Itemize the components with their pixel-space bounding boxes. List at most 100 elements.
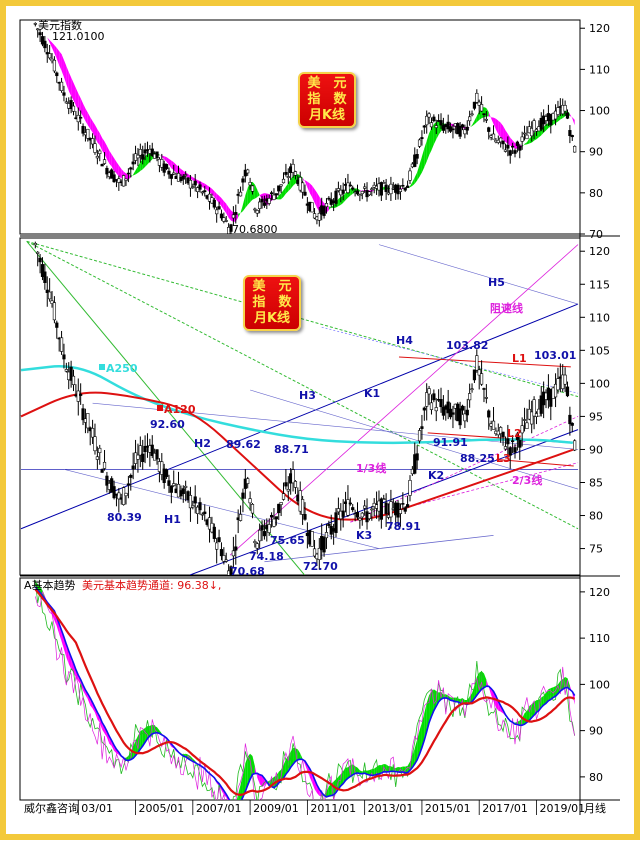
candle-body: [461, 125, 464, 128]
candle-body: [301, 499, 304, 514]
y-tick-label: 120: [589, 586, 610, 599]
candle-body: [34, 243, 37, 244]
candle-body: [251, 186, 254, 191]
candle-body: [471, 389, 474, 390]
candle-body: [242, 493, 245, 498]
candle-body: [459, 126, 462, 136]
candle-body: [194, 181, 197, 185]
candle-body: [65, 369, 68, 371]
candle-body: [399, 189, 402, 192]
candle-body: [433, 394, 436, 400]
candle-body: [213, 200, 216, 207]
candle-body: [487, 128, 490, 132]
candle-body: [466, 127, 469, 130]
candle-body: [511, 146, 514, 147]
y-tick-label: 100: [589, 678, 610, 691]
y-tick-label: 105: [589, 344, 610, 357]
candle-body: [280, 502, 283, 504]
candle-body: [311, 531, 314, 546]
candle-body: [263, 203, 266, 206]
annot-h2: H2: [194, 437, 211, 450]
candle-body: [423, 408, 426, 410]
candle-body: [492, 421, 495, 429]
candle-body: [261, 526, 264, 531]
candle-body: [483, 114, 486, 115]
candle-body: [287, 489, 290, 491]
candle-body: [139, 446, 142, 455]
candle-body: [349, 503, 352, 504]
candle-body: [91, 139, 94, 144]
x-tick-label: 2015/01: [425, 802, 471, 815]
annot-ma250: A250: [106, 362, 138, 375]
candle-body: [270, 515, 273, 517]
candle-body: [39, 33, 42, 35]
candle-body: [268, 524, 271, 532]
candle-body: [351, 507, 354, 509]
annot-80-39: 80.39: [107, 511, 142, 524]
candle-body: [170, 175, 173, 179]
candle-body: [409, 171, 412, 180]
candle-body: [79, 394, 82, 395]
y-tick-label: 90: [589, 146, 603, 159]
candle-body: [416, 154, 419, 158]
candle-body: [234, 212, 237, 214]
x-tick-label: 2013/01: [368, 802, 414, 815]
candle-body: [225, 220, 228, 221]
annot-88-25: 88.25: [460, 452, 495, 465]
y-tick-label: 80: [589, 771, 603, 784]
candle-body: [256, 544, 259, 549]
candle-body: [113, 486, 116, 497]
candle-body: [428, 389, 431, 394]
candle-body: [468, 117, 471, 121]
y-tick-label: 120: [589, 245, 610, 258]
candle-body: [359, 195, 362, 196]
panel3-title-a: A基本趋势: [24, 578, 76, 592]
candle-body: [36, 252, 39, 253]
candle-body: [101, 164, 104, 166]
candle-body: [282, 179, 285, 183]
panel2-badge-line3: 月K线: [245, 311, 299, 327]
candle-body: [569, 130, 572, 135]
candle-body: [566, 113, 569, 119]
candle-body: [409, 480, 412, 495]
candle-body: [371, 509, 374, 510]
y-tick-label: 85: [589, 476, 603, 489]
candle-body: [430, 403, 433, 410]
y-tick-label: 90: [589, 443, 603, 456]
y-tick-label: 110: [589, 63, 610, 76]
annot-h4: H4: [396, 334, 413, 347]
x-tick-label: 2007/01: [196, 802, 242, 815]
candle-body: [294, 481, 297, 487]
candle-body: [184, 175, 187, 176]
annot-92-60: 92.60: [150, 418, 185, 431]
candle-body: [382, 499, 385, 500]
candle-body: [63, 93, 66, 96]
candle-body: [113, 175, 116, 182]
candle-body: [483, 388, 486, 389]
candle-body: [192, 505, 195, 507]
candle-body: [65, 102, 68, 103]
candle-body: [573, 146, 576, 152]
candle-body: [292, 164, 295, 172]
candle-body: [342, 190, 345, 194]
candle-body: [473, 370, 476, 380]
candle-body: [277, 186, 280, 191]
panel3-title-b: 美元基本趋势通道: 96.38↓,: [82, 578, 221, 592]
x-tick-label: 2005/01: [139, 802, 185, 815]
candle-body: [385, 185, 388, 192]
annot-l2: L2: [507, 427, 522, 440]
candle-body: [356, 512, 359, 517]
candle-body: [504, 150, 507, 152]
annot-k3: K3: [356, 529, 372, 542]
candle-body: [418, 430, 421, 440]
candle-body: [363, 506, 366, 508]
candle-body: [328, 198, 331, 199]
annot-two-thirds: 2/3线: [512, 473, 542, 487]
candle-body: [165, 164, 168, 168]
candle-body: [94, 144, 97, 153]
candle-body: [421, 427, 424, 429]
candle-body: [220, 214, 223, 218]
candle-body: [249, 182, 252, 185]
candle-body: [473, 102, 476, 108]
annot-75-65: 75.65: [270, 534, 305, 547]
